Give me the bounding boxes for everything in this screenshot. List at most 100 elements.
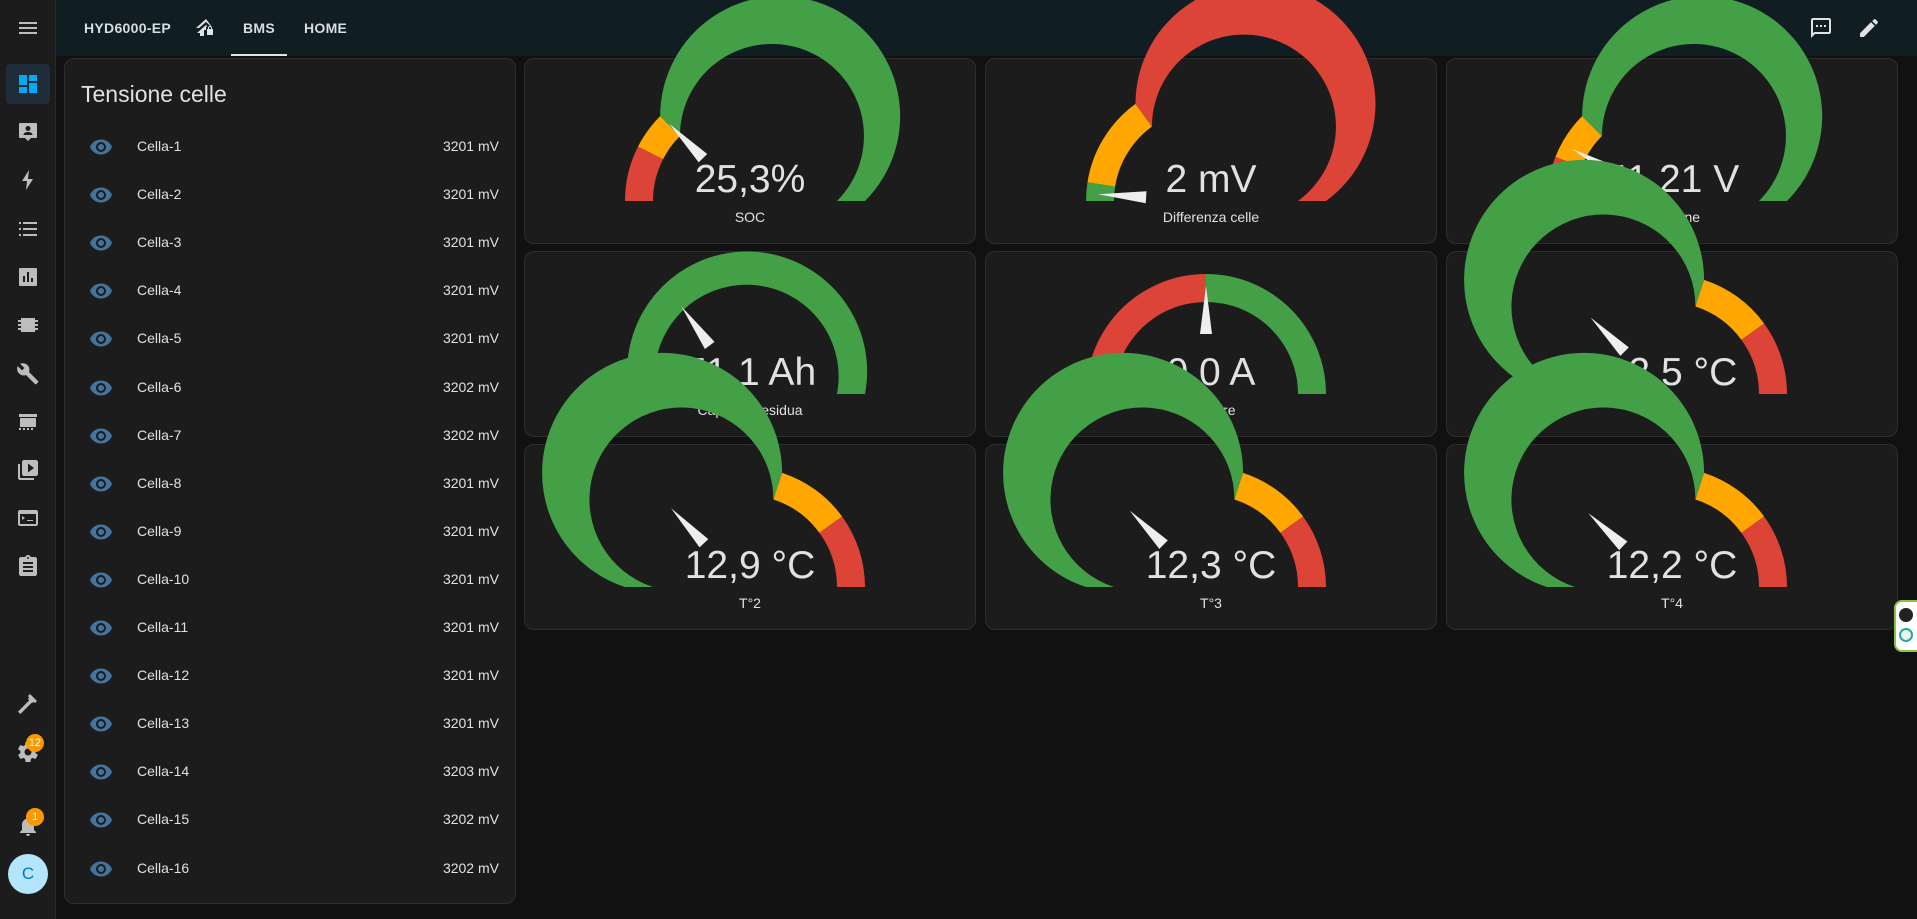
eye-icon — [89, 760, 113, 784]
cell-name: Cella-2 — [137, 186, 182, 203]
home-lock-icon — [196, 19, 213, 36]
sidebar-item-terminal[interactable] — [6, 498, 50, 538]
cell-row[interactable]: Cella-6 3202 mV — [65, 368, 515, 408]
dashboard-icon — [19, 75, 37, 93]
sidebar-item-history[interactable] — [6, 257, 50, 297]
cell-name: Cella-1 — [137, 138, 182, 154]
gauge-label: T°3 — [1200, 595, 1222, 611]
gauge-card[interactable]: 12,2 °C T°4 — [1446, 352, 1898, 630]
eye-icon — [89, 712, 113, 736]
eye-icon — [89, 808, 113, 832]
cell-row[interactable]: Cella-4 3201 mV — [65, 271, 515, 311]
sidebar-item-media[interactable] — [6, 450, 50, 490]
sidebar-item-logbook[interactable] — [6, 209, 50, 249]
sidebar-item-developer-tools[interactable] — [6, 354, 50, 394]
gauge-needle — [1098, 191, 1147, 204]
cell-row[interactable]: Cella-15 3202 mV — [65, 800, 515, 840]
cell-name: Cella-13 — [137, 715, 190, 732]
extension-side-tab[interactable] — [1894, 600, 1917, 652]
cell-voltage: 3201 mV — [442, 522, 499, 539]
sidebar-item-energy[interactable] — [6, 160, 50, 200]
cell-voltage-card: Tensione celle Cella-1 3201 mV Cella-2 3201… — [64, 58, 516, 904]
gauge-value: 2 mV — [1165, 158, 1257, 201]
gauge-value: 12,2 °C — [1606, 544, 1738, 587]
sidebar-item-settings[interactable]: 12 — [6, 732, 50, 772]
gauge-needle — [1200, 286, 1212, 334]
eye-icon — [89, 231, 113, 255]
cell-voltage: 3201 mV — [442, 234, 499, 251]
esphome-chip-icon — [18, 318, 38, 332]
cell-row[interactable]: Cella-14 3203 mV — [65, 752, 515, 792]
cell-row[interactable]: Cella-13 3201 mV — [65, 704, 515, 744]
cell-name: Cella-6 — [137, 378, 182, 395]
gauge-segment — [819, 516, 865, 587]
cell-voltage: 3201 mV — [442, 282, 499, 299]
edit-pencil-icon — [1860, 19, 1878, 37]
clipboard-icon — [19, 555, 37, 576]
eye-icon — [89, 183, 113, 207]
cell-voltage: 3201 mV — [442, 330, 499, 347]
menu-button[interactable] — [6, 8, 50, 48]
gauge-label: T°2 — [739, 595, 761, 611]
gauge-arc — [1086, 0, 1376, 204]
history-chart-icon — [19, 268, 37, 286]
cell-row[interactable]: Cella-7 3202 mV — [65, 416, 515, 456]
gauge-needle — [681, 306, 715, 349]
gauge-arc — [1003, 352, 1326, 587]
sidebar-item-overview[interactable] — [6, 64, 50, 104]
cell-name: Cella-14 — [137, 763, 190, 780]
tab-bms[interactable]: BMS — [231, 0, 288, 56]
eye-icon — [89, 520, 113, 544]
cell-row[interactable]: Cella-2 3201 mV — [65, 175, 515, 215]
extension-icon[interactable] — [1899, 628, 1913, 642]
sidebar-item-clipboard[interactable] — [6, 546, 50, 586]
assist-button[interactable] — [1807, 14, 1835, 42]
cell-row[interactable]: Cella-16 3202 mV — [65, 849, 515, 889]
gauge-card[interactable]: 12,3 °C T°3 — [985, 352, 1437, 630]
sidebar-item-hacs[interactable] — [6, 402, 50, 442]
gauge-segment — [1234, 472, 1304, 533]
cell-name: Cella-9 — [137, 522, 182, 539]
assist-chat-icon — [1811, 18, 1831, 38]
eye-icon — [89, 327, 113, 351]
gauge-segment — [1741, 323, 1787, 394]
gauge-segment — [1280, 516, 1326, 587]
cell-row[interactable]: Cella-8 3201 mV — [65, 464, 515, 504]
cell-voltage: 3203 mV — [442, 763, 499, 780]
gauge-segment — [638, 116, 680, 160]
sidebar-item-esphome[interactable] — [6, 305, 50, 345]
cell-name: Cella-16 — [137, 859, 190, 876]
avatar[interactable]: C — [8, 854, 48, 894]
gauge-arc — [1464, 159, 1787, 394]
tab-home[interactable]: HOME — [304, 20, 348, 36]
hacs-store-icon — [19, 414, 37, 430]
close-icon[interactable] — [1899, 608, 1913, 622]
eye-icon — [89, 857, 113, 881]
cell-name: Cella-4 — [137, 282, 182, 299]
gauge-card[interactable]: 12,9 °C T°2 — [524, 352, 976, 630]
gauge-card[interactable]: 25,3% SOC — [524, 0, 976, 244]
eye-icon — [89, 376, 113, 400]
gauge-segment — [1741, 516, 1787, 587]
cell-row[interactable]: Cella-10 3201 mV — [65, 560, 515, 600]
sidebar-item-notifications[interactable]: 1 — [6, 806, 50, 846]
cell-row[interactable]: Cella-9 3201 mV — [65, 512, 515, 552]
edit-dashboard-button[interactable] — [1855, 14, 1883, 42]
cell-row[interactable]: Cella-11 3201 mV — [65, 608, 515, 648]
cell-row[interactable]: Cella-12 3201 mV — [65, 656, 515, 696]
cell-row[interactable]: Cella-3 3201 mV — [65, 223, 515, 263]
eye-icon — [89, 279, 113, 303]
cell-voltage: 3201 mV — [442, 138, 499, 154]
gauge-card[interactable]: 2 mV Differenza celle — [985, 0, 1437, 244]
cell-row[interactable]: Cella-1 3201 mV — [65, 127, 515, 167]
menu-icon — [19, 22, 37, 34]
home-view-button[interactable] — [192, 14, 220, 42]
eye-icon — [89, 616, 113, 640]
sidebar-item-developer[interactable] — [6, 684, 50, 724]
cell-name: Cella-7 — [137, 426, 182, 443]
logbook-list-icon — [19, 222, 37, 236]
dashboard-title: HYD6000-EP — [84, 20, 172, 36]
cell-row[interactable]: Cella-5 3201 mV — [65, 319, 515, 359]
cell-name: Cella-12 — [137, 667, 190, 684]
sidebar-item-map[interactable] — [6, 112, 50, 152]
